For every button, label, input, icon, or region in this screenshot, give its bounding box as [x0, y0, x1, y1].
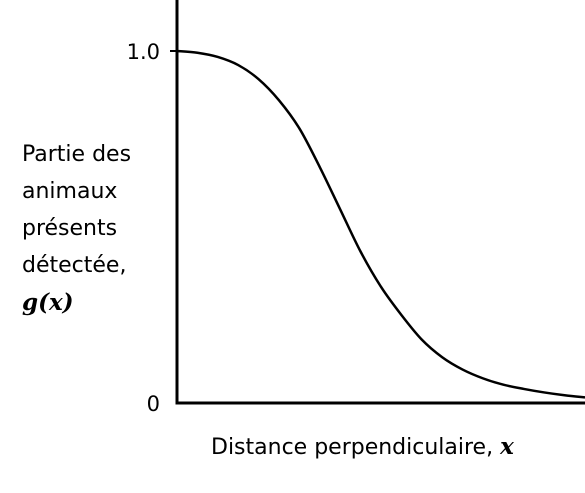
- ylabel-line-3: présents: [22, 216, 118, 241]
- ylabel-line-4: détectée,: [22, 253, 127, 278]
- ylabel-line-2: animaux: [22, 179, 118, 204]
- x-axis-label: Distance perpendiculaire, x: [211, 433, 514, 460]
- y-axis-label: Partie des animaux présents détectée, g(…: [22, 136, 172, 321]
- xlabel-variable: x: [500, 433, 514, 460]
- ylabel-variable: g(x): [22, 289, 74, 316]
- detection-curve: [176, 49, 585, 399]
- ytick-label-bottom: 0: [147, 392, 160, 416]
- ylabel-line-1: Partie des: [22, 142, 132, 167]
- xlabel-text: Distance perpendiculaire,: [211, 435, 494, 460]
- curve-points: [176, 50, 585, 398]
- ytick-label-top: 1.0: [127, 40, 160, 64]
